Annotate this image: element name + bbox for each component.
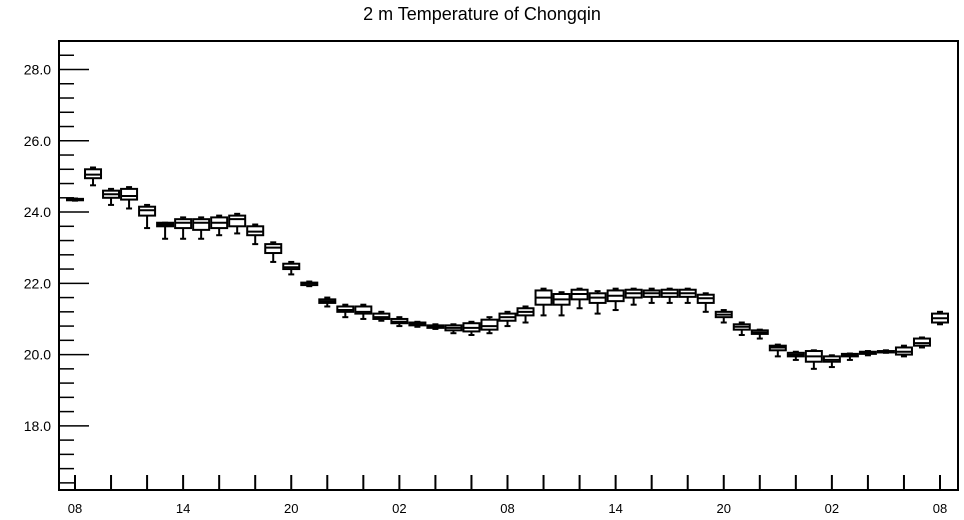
box-46 [894,344,913,358]
box-2 [102,187,121,206]
box-22 [462,320,481,336]
y-axis: 18.0 20.0 22.0 24.0 26.0 28.0 [24,40,89,484]
chart-title: 2 m Temperature of Chongqin [363,4,601,24]
box-9 [228,212,247,235]
x-tick-label: 20 [717,501,731,516]
box-16 [354,303,373,320]
box-iqr [480,318,499,331]
box-26 [534,287,553,317]
box-3 [120,186,139,210]
box-43 [840,352,859,361]
box-iqr [228,214,247,228]
box-28 [570,287,589,310]
box-10 [246,223,265,246]
box-iqr [192,218,211,231]
x-tick-label: 08 [500,501,514,516]
box-37 [732,321,751,336]
box-27 [552,291,571,317]
box-42 [822,354,841,369]
box-4 [138,203,157,230]
plot-border [58,40,959,491]
y-tick-label: 22.0 [24,275,51,291]
y-tick-label: 24.0 [24,204,51,220]
box-20 [426,323,445,330]
box-12 [282,260,301,276]
box-7 [192,216,211,240]
x-tick-label: 02 [825,501,839,516]
box-iqr [354,305,373,315]
box-15 [336,303,355,319]
box-6 [174,216,193,240]
box-31 [624,287,643,306]
box-30 [606,287,625,312]
box-36 [714,309,733,324]
y-tick-label: 26.0 [24,133,51,149]
x-tick-label: 08 [68,501,82,516]
box-40 [786,350,805,361]
box-45 [876,349,895,354]
box-33 [660,287,679,304]
x-tick-label: 14 [608,501,622,516]
box-29 [588,290,607,315]
box-48 [931,310,949,326]
box-11 [264,241,283,263]
box-47 [912,336,931,349]
box-32 [642,287,661,304]
y-tick-label: 20.0 [24,347,51,363]
x-tick-label: 14 [176,501,190,516]
box-8 [210,214,229,237]
box-1 [84,166,103,187]
box-38 [750,328,769,340]
box-series [66,166,949,370]
box-25 [516,305,535,324]
x-tick-label: 08 [933,501,947,516]
box-13 [300,280,319,288]
x-tick-label: 20 [284,501,298,516]
y-tick-label: 18.0 [24,418,51,434]
box-34 [678,287,697,304]
box-39 [768,343,787,358]
box-21 [444,323,463,335]
box-24 [498,310,517,328]
box-41 [804,349,823,370]
y-tick-label: 28.0 [24,62,51,78]
box-18 [390,316,409,328]
box-17 [372,310,391,322]
plot-frame [58,40,959,491]
x-axis: 08 14 20 02 08 14 20 02 08 [68,475,947,516]
box-14 [318,296,337,308]
box-0 [66,197,84,202]
box-23 [480,316,499,335]
box-35 [696,292,715,313]
box-iqr [120,187,139,201]
box-5 [156,221,175,240]
box-iqr [912,337,931,347]
x-tick-label: 02 [392,501,406,516]
box-44 [858,350,877,357]
box-19 [408,320,427,328]
